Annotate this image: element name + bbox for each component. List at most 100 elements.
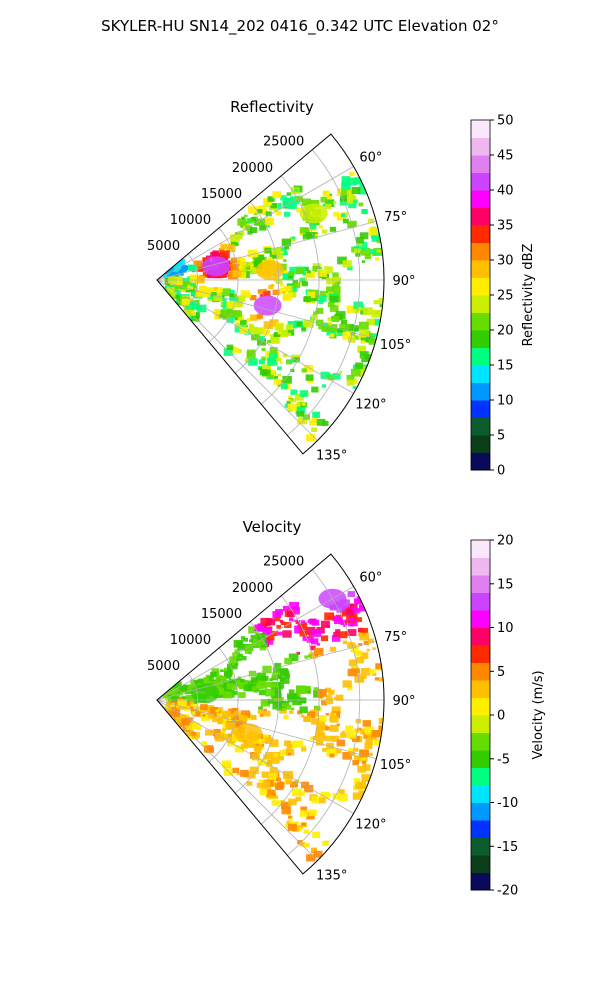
radar-gate <box>229 713 235 718</box>
radar-gate <box>287 403 297 411</box>
radar-gate <box>326 277 335 285</box>
radar-gate <box>285 329 295 336</box>
radar-gate <box>325 697 334 705</box>
radar-gate <box>254 624 263 631</box>
radar-gate <box>341 213 346 217</box>
radar-gate <box>244 359 249 363</box>
radar-gate <box>296 402 302 407</box>
radar-gate <box>266 761 273 767</box>
radar-gate <box>329 333 335 338</box>
radar-gate <box>354 668 360 673</box>
radar-gate <box>230 234 240 243</box>
azimuth-tick-label: 90° <box>392 694 415 709</box>
radar-gate <box>299 227 308 234</box>
radar-gate <box>376 249 381 253</box>
colorbar-segment <box>471 382 490 401</box>
radar-gate <box>226 301 236 309</box>
radar-gate <box>364 254 372 260</box>
radar-gate <box>212 716 220 723</box>
radar-gate <box>346 177 357 186</box>
radar-gate <box>171 696 178 702</box>
radar-gate <box>206 287 215 295</box>
radar-gate <box>269 682 276 688</box>
radar-gate <box>360 248 371 256</box>
radar-gate <box>346 189 354 196</box>
reflectivity-colorbar: 0 5 10 15 20 25 30 35 40 45 50 <box>470 114 514 479</box>
radar-gate <box>346 730 357 739</box>
radar-gate <box>318 715 327 722</box>
azimuth-line <box>156 699 354 814</box>
radar-gate <box>191 291 196 296</box>
radar-gate <box>273 378 282 385</box>
radar-gate <box>233 242 239 246</box>
radar-gate <box>332 793 341 800</box>
radar-gate <box>227 316 235 323</box>
radar-gate <box>286 820 291 825</box>
radar-gate <box>327 195 332 200</box>
radar-gate <box>359 329 369 338</box>
radar-gate <box>368 339 376 345</box>
radar-gate <box>326 625 330 628</box>
radar-gate <box>213 729 221 735</box>
radar-gate <box>267 635 275 641</box>
radar-gate <box>231 714 239 721</box>
radar-gate <box>273 667 281 673</box>
radar-gate <box>321 700 328 706</box>
radar-gate <box>289 617 294 622</box>
radar-gate <box>259 714 264 717</box>
radar-gate <box>329 193 332 196</box>
colorbar-segment <box>471 627 490 646</box>
radar-gate <box>191 704 197 709</box>
reflectivity-panel: Reflectivity 500010000150002000025000Met… <box>147 98 536 479</box>
radar-gate <box>363 307 373 316</box>
radar-gate <box>251 681 258 687</box>
radar-gate <box>284 823 290 828</box>
radar-gate <box>190 731 196 736</box>
radar-gate <box>316 268 327 277</box>
radar-gate <box>336 280 341 284</box>
radar-gate <box>230 263 240 272</box>
radar-gate <box>294 740 303 748</box>
radial-tick-label: 5000 <box>147 239 180 254</box>
radar-gate <box>349 194 355 199</box>
radar-gate <box>357 186 368 195</box>
radar-gate <box>321 620 330 628</box>
range-ring <box>234 621 280 794</box>
radar-gate <box>289 601 300 610</box>
radar-gate <box>235 322 242 328</box>
radar-gate <box>261 326 265 330</box>
radar-gate <box>333 201 337 204</box>
radar-gate <box>303 319 314 328</box>
radar-gate <box>311 619 320 626</box>
radar-gate <box>272 191 282 199</box>
radar-gate <box>368 218 374 224</box>
radar-gate <box>267 698 275 704</box>
radar-gate <box>292 697 302 706</box>
radar-gate <box>311 386 319 393</box>
radar-gate <box>332 272 339 278</box>
radar-gate <box>337 328 343 333</box>
radar-gate <box>374 677 380 681</box>
radar-gate <box>318 225 324 229</box>
radar-gate <box>288 653 299 662</box>
colorbar-segment <box>471 120 490 138</box>
colorbar-tick-label: -15 <box>497 840 518 855</box>
radar-gate <box>342 260 352 268</box>
azimuth-line <box>156 699 377 760</box>
radar-gate <box>263 628 268 631</box>
radar-gate <box>245 225 253 231</box>
radar-gate <box>268 794 274 799</box>
radar-gate <box>295 620 301 624</box>
radar-gate <box>258 689 267 696</box>
colorbar-tick-label: -20 <box>497 884 518 899</box>
radar-gate <box>349 612 358 620</box>
radar-gate <box>313 850 323 858</box>
radar-gate <box>172 681 182 689</box>
radar-gate <box>327 301 335 308</box>
radar-gate <box>360 337 366 342</box>
radar-gate <box>299 841 306 847</box>
radar-gate <box>361 354 372 363</box>
radar-gate <box>329 295 339 303</box>
radar-gate <box>304 228 310 233</box>
radar-gate <box>237 218 247 226</box>
